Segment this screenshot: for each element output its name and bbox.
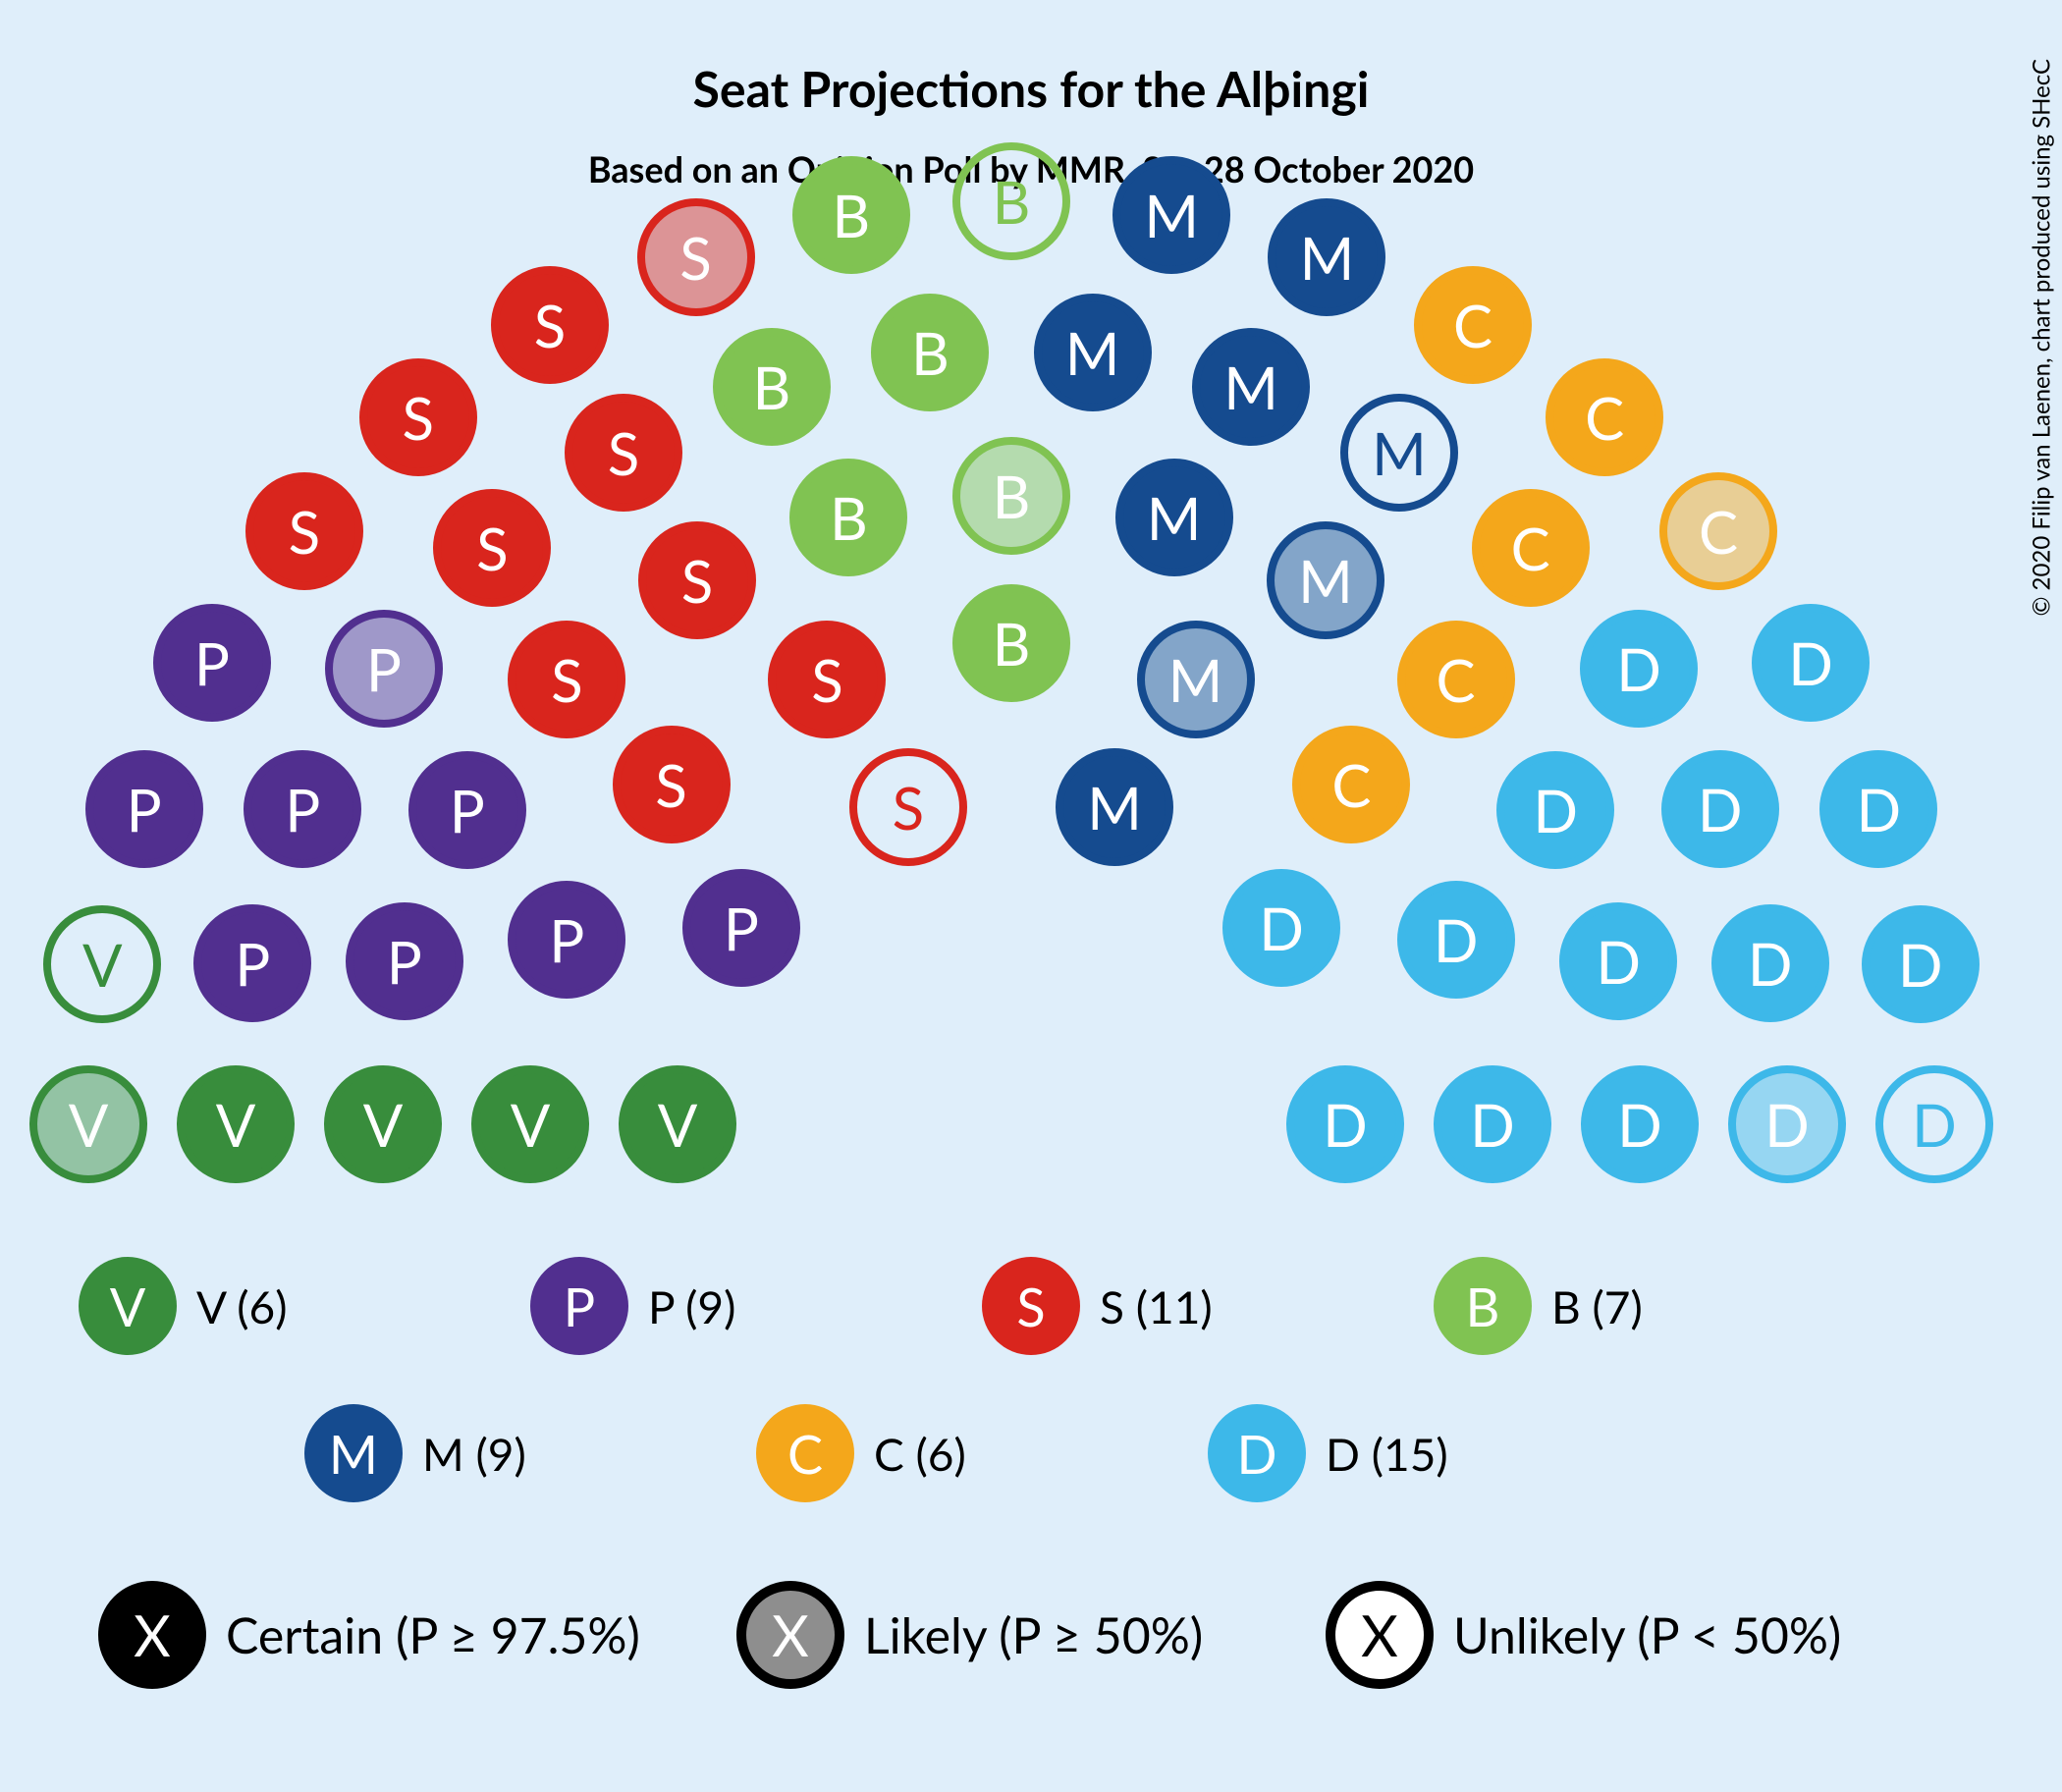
seat-D: D bbox=[1661, 750, 1779, 868]
seat-C: C bbox=[1397, 621, 1515, 738]
seat-C: C bbox=[1659, 472, 1777, 590]
seat-V: V bbox=[619, 1065, 736, 1183]
legend-status-label-likely: Likely (P ≥ 50%) bbox=[864, 1605, 1203, 1664]
seat-V: V bbox=[177, 1065, 295, 1183]
seat-D: D bbox=[1752, 604, 1870, 722]
chart-title: Seat Projections for the Alþingi bbox=[0, 59, 2062, 118]
legend-label-C: C (6) bbox=[874, 1427, 966, 1481]
seat-S: S bbox=[433, 489, 551, 607]
seat-M: M bbox=[1056, 748, 1173, 866]
legend-status-swatch-likely: X bbox=[736, 1581, 844, 1689]
copyright-text: © 2020 Filip van Laenen, chart produced … bbox=[2028, 59, 2056, 617]
legend-label-D: D (15) bbox=[1326, 1427, 1448, 1481]
seat-C: C bbox=[1472, 489, 1590, 607]
seat-P: P bbox=[85, 750, 203, 868]
legend-party-D: D D (15) bbox=[1208, 1404, 1448, 1502]
seat-V: V bbox=[29, 1065, 147, 1183]
seat-M: M bbox=[1268, 198, 1385, 316]
seat-M: M bbox=[1267, 521, 1384, 639]
seat-S: S bbox=[637, 198, 755, 316]
seat-S: S bbox=[768, 621, 886, 738]
seat-B: B bbox=[713, 328, 831, 446]
legend-swatch-C: C bbox=[756, 1404, 854, 1502]
seat-S: S bbox=[638, 521, 756, 639]
legend-status-likely: X Likely (P ≥ 50%) bbox=[736, 1581, 1203, 1689]
seat-S: S bbox=[508, 621, 625, 738]
legend-party-C: C C (6) bbox=[756, 1404, 966, 1502]
seat-P: P bbox=[244, 750, 361, 868]
seat-M: M bbox=[1192, 328, 1310, 446]
seat-V: V bbox=[324, 1065, 442, 1183]
seat-D: D bbox=[1496, 751, 1614, 869]
legend-swatch-S: S bbox=[982, 1257, 1080, 1355]
seat-P: P bbox=[508, 881, 625, 999]
legend-status-label-certain: Certain (P ≥ 97.5%) bbox=[226, 1605, 640, 1664]
seat-V: V bbox=[43, 905, 161, 1023]
seat-P: P bbox=[408, 751, 526, 869]
seat-S: S bbox=[849, 748, 967, 866]
seat-P: P bbox=[682, 869, 800, 987]
seat-S: S bbox=[613, 726, 731, 843]
legend-label-P: P (9) bbox=[648, 1279, 735, 1333]
seat-C: C bbox=[1414, 266, 1532, 384]
legend-party-V: V V (6) bbox=[79, 1257, 288, 1355]
legend-status-label-unlikely: Unlikely (P < 50%) bbox=[1453, 1605, 1841, 1664]
legend-status-certain: X Certain (P ≥ 97.5%) bbox=[98, 1581, 640, 1689]
legend-swatch-B: B bbox=[1434, 1257, 1532, 1355]
seat-D: D bbox=[1222, 869, 1340, 987]
seat-P: P bbox=[325, 610, 443, 728]
seat-M: M bbox=[1340, 394, 1458, 512]
chart-root: Seat Projections for the Alþingi Based o… bbox=[0, 0, 2062, 1792]
seat-M: M bbox=[1115, 459, 1233, 576]
seat-D: D bbox=[1862, 905, 1980, 1023]
seat-P: P bbox=[346, 902, 463, 1020]
legend-swatch-P: P bbox=[530, 1257, 628, 1355]
legend-swatch-M: M bbox=[304, 1404, 403, 1502]
legend-status-swatch-certain: X bbox=[98, 1581, 206, 1689]
seat-B: B bbox=[789, 459, 907, 576]
seat-B: B bbox=[792, 156, 910, 274]
seat-D: D bbox=[1286, 1065, 1404, 1183]
legend-party-P: P P (9) bbox=[530, 1257, 735, 1355]
seat-D: D bbox=[1875, 1065, 1993, 1183]
seat-S: S bbox=[491, 266, 609, 384]
legend-label-S: S (11) bbox=[1100, 1279, 1213, 1333]
seat-C: C bbox=[1292, 726, 1410, 843]
seat-B: B bbox=[952, 584, 1070, 702]
seat-V: V bbox=[471, 1065, 589, 1183]
seat-C: C bbox=[1546, 358, 1663, 476]
legend-label-M: M (9) bbox=[422, 1427, 526, 1481]
seat-B: B bbox=[871, 294, 989, 411]
seat-B: B bbox=[952, 437, 1070, 555]
seat-S: S bbox=[245, 472, 363, 590]
seat-D: D bbox=[1434, 1065, 1551, 1183]
seat-D: D bbox=[1711, 904, 1829, 1022]
seat-M: M bbox=[1137, 621, 1255, 738]
seat-M: M bbox=[1034, 294, 1152, 411]
seat-D: D bbox=[1728, 1065, 1846, 1183]
seat-D: D bbox=[1559, 902, 1677, 1020]
legend-swatch-D: D bbox=[1208, 1404, 1306, 1502]
legend-status-swatch-unlikely: X bbox=[1326, 1581, 1434, 1689]
legend-swatch-V: V bbox=[79, 1257, 177, 1355]
seat-M: M bbox=[1112, 156, 1230, 274]
seat-D: D bbox=[1819, 750, 1937, 868]
legend-party-S: S S (11) bbox=[982, 1257, 1213, 1355]
seat-S: S bbox=[565, 394, 682, 512]
seat-D: D bbox=[1580, 610, 1698, 728]
legend-status-unlikely: X Unlikely (P < 50%) bbox=[1326, 1581, 1841, 1689]
seat-P: P bbox=[193, 904, 311, 1022]
seat-B: B bbox=[952, 142, 1070, 260]
seat-P: P bbox=[153, 604, 271, 722]
legend-label-V: V (6) bbox=[196, 1279, 288, 1333]
seat-S: S bbox=[359, 358, 477, 476]
legend-party-B: B B (7) bbox=[1434, 1257, 1643, 1355]
legend-label-B: B (7) bbox=[1551, 1279, 1643, 1333]
seat-D: D bbox=[1581, 1065, 1699, 1183]
legend-party-M: M M (9) bbox=[304, 1404, 526, 1502]
seat-D: D bbox=[1397, 881, 1515, 999]
